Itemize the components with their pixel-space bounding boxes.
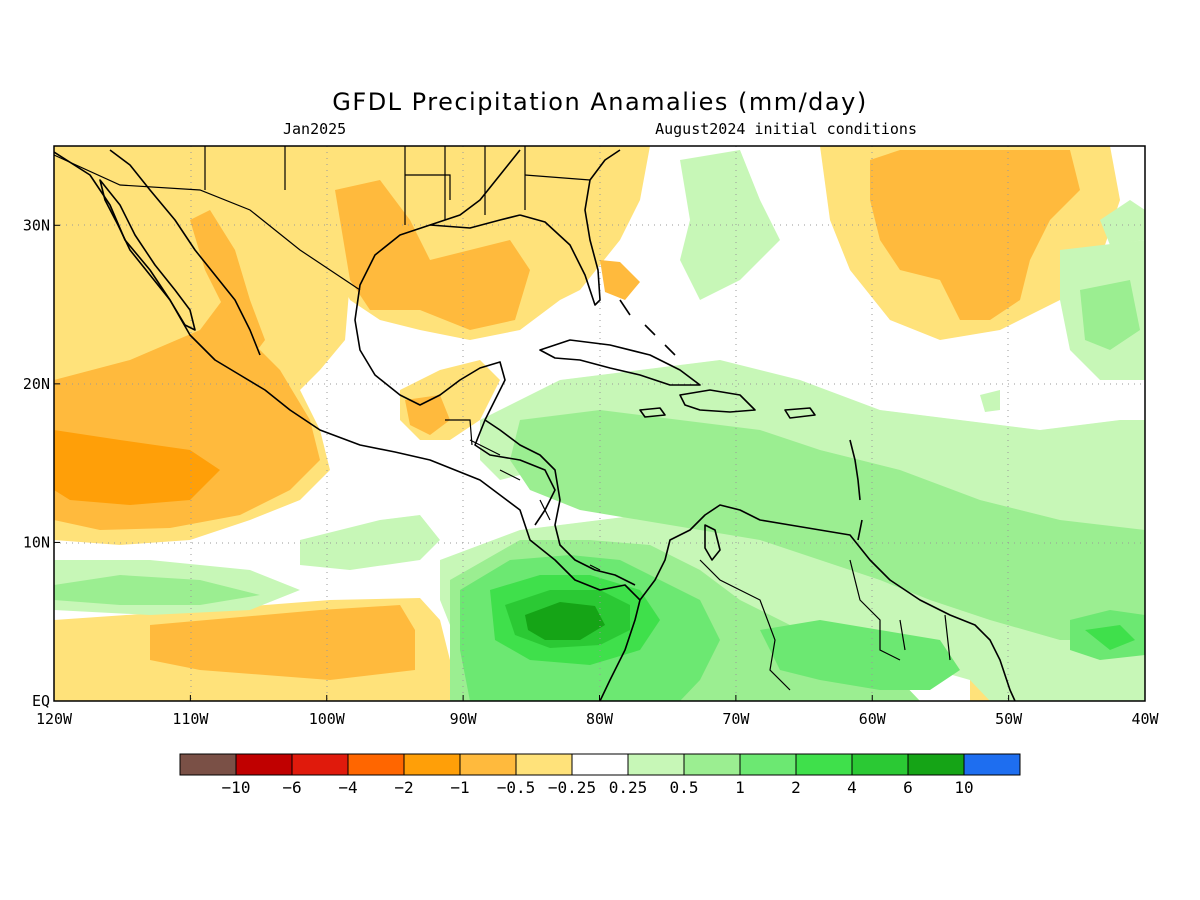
colorbar-label: −0.25	[548, 778, 596, 797]
colorbar-label: 1	[735, 778, 745, 797]
y-tick-label: EQ	[32, 692, 50, 710]
x-tick-label: 100W	[309, 710, 346, 728]
colorbar-swatch	[179, 753, 237, 776]
colorbar-label: 4	[847, 778, 857, 797]
x-axis: 120W 110W 100W 90W 80W 70W 60W 50W 40W	[36, 695, 1160, 728]
x-tick-label: 40W	[1131, 710, 1159, 728]
colorbar-label: 10	[954, 778, 973, 797]
colorbar-swatch	[403, 753, 461, 776]
colorbar-swatch	[627, 753, 685, 776]
x-tick-label: 90W	[450, 710, 478, 728]
colorbar-label: −0.5	[497, 778, 536, 797]
colorbar-label: −10	[222, 778, 251, 797]
x-tick-label: 50W	[995, 710, 1023, 728]
x-tick-label: 110W	[172, 710, 209, 728]
y-tick-label: 30N	[23, 216, 50, 234]
colorbar-swatch	[347, 753, 405, 776]
x-tick-label: 60W	[859, 710, 887, 728]
colorbar-swatch	[683, 753, 741, 776]
x-tick-label: 120W	[36, 710, 73, 728]
colorbar-swatch	[459, 753, 517, 776]
colorbar-swatch	[571, 753, 629, 776]
colorbar-swatch	[291, 753, 349, 776]
initial-conditions-label: August2024 initial conditions	[655, 120, 917, 138]
grid-lines	[54, 146, 1145, 701]
y-tick-label: 10N	[23, 533, 50, 551]
x-tick-label: 80W	[586, 710, 614, 728]
coastlines	[54, 149, 1016, 701]
colorbar-swatch	[235, 753, 293, 776]
colorbar-label: −4	[338, 778, 357, 797]
colorbar-label: 2	[791, 778, 801, 797]
colorbar-label: 6	[903, 778, 913, 797]
colorbar-swatch	[739, 753, 797, 776]
colorbar-swatch	[907, 753, 965, 776]
colorbar-label: −2	[394, 778, 413, 797]
colorbar-label: 0.5	[670, 778, 699, 797]
x-tick-label: 70W	[722, 710, 750, 728]
colorbar-swatch	[851, 753, 909, 776]
colorbar-swatch	[963, 753, 1021, 776]
anomaly-field	[54, 146, 1145, 701]
colorbar-legend: −10 −6 −4 −2 −1 −0.5 −0.25 0.25 0.5 1 2 4 6 10	[179, 753, 1021, 797]
colorbar-label: 0.25	[609, 778, 648, 797]
colorbar-swatch	[515, 753, 573, 776]
political-boundaries	[54, 146, 951, 691]
valid-month-label: Jan2025	[283, 120, 346, 138]
y-tick-label: 20N	[23, 375, 50, 393]
map-title: GFDL Precipitation Anamalies (mm/day)	[332, 88, 867, 116]
colorbar-label: −6	[282, 778, 301, 797]
y-axis: EQ 10N 20N 30N	[23, 216, 60, 710]
colorbar-label: −1	[450, 778, 469, 797]
colorbar-swatch	[795, 753, 853, 776]
